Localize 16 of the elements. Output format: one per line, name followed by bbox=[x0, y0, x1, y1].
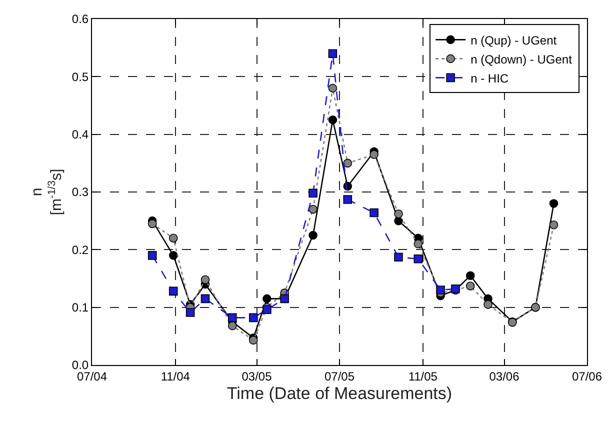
y-tick-label: 0.1 bbox=[72, 300, 89, 315]
x-tick-label: 11/05 bbox=[408, 369, 438, 384]
y-tick-label: 0.2 bbox=[72, 242, 89, 257]
y-tick-label: 0.3 bbox=[72, 185, 89, 200]
x-tick-label: 11/04 bbox=[160, 369, 190, 384]
y-tick-label: 0.4 bbox=[72, 128, 89, 142]
x-tick-label: 07/05 bbox=[324, 369, 355, 384]
y-tick-label: 0.6 bbox=[72, 12, 89, 26]
x-tick-label: 03/06 bbox=[489, 369, 520, 384]
legend-label: n (Qdown) - UGent bbox=[470, 52, 573, 66]
legend-label: n (Qup) - UGent bbox=[470, 33, 558, 48]
x-tick-label: 07/06 bbox=[572, 369, 602, 384]
x-axis-title: Time (Date of Measurements) bbox=[226, 384, 452, 403]
legend-label: n - HIC bbox=[470, 71, 509, 86]
y-tick-label: 0.5 bbox=[72, 70, 89, 84]
x-tick-label: 03/05 bbox=[242, 369, 272, 384]
